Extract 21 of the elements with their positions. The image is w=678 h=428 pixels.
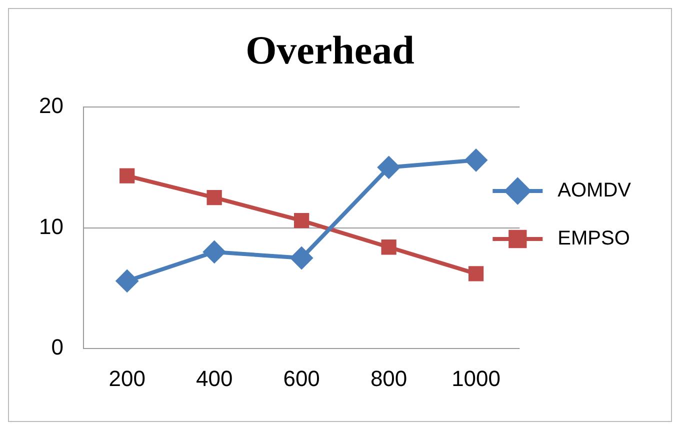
- x-tick-label: 800: [370, 366, 408, 391]
- legend-label: EMPSO: [558, 228, 630, 250]
- y-tick-label: 0: [51, 334, 64, 360]
- point: [294, 212, 310, 228]
- y-tick-label: 20: [38, 93, 64, 118]
- point: [468, 266, 484, 282]
- point: [377, 156, 400, 179]
- point: [120, 168, 135, 184]
- x-tick-label: 200: [108, 366, 146, 391]
- point: [290, 246, 314, 270]
- x-tick-label: 600: [283, 366, 320, 391]
- point: [202, 240, 226, 264]
- point: [116, 269, 139, 292]
- chart-title: Overhead: [246, 27, 414, 72]
- point: [206, 190, 222, 206]
- point: [464, 148, 488, 172]
- point: [381, 240, 396, 255]
- x-tick-label: 400: [196, 366, 233, 391]
- legend-label: AOMDV: [558, 180, 632, 202]
- y-tick-label: 10: [38, 214, 64, 239]
- x-tick-label: 1000: [452, 366, 501, 391]
